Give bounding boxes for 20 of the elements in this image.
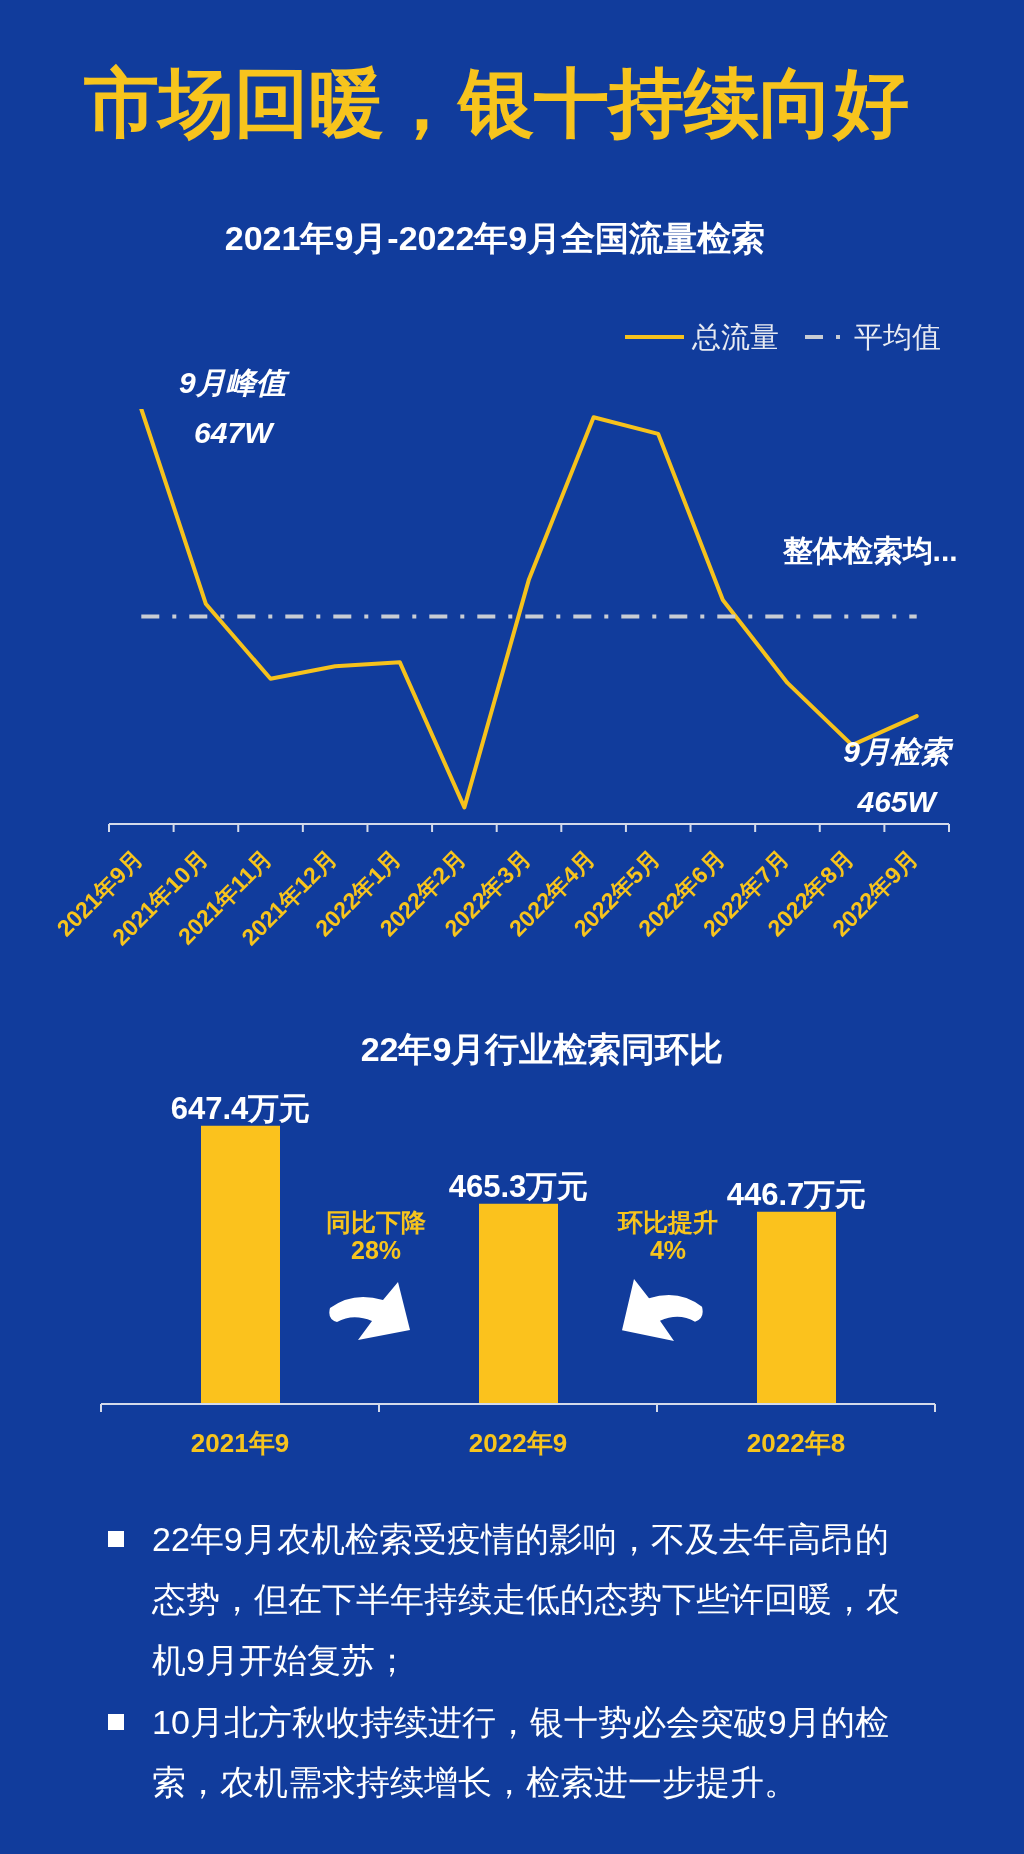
text: 22年9月农机检索受疫情的影响，不及去年高昂的态势，但在下半年持续走低的态势下些许回暖，农机9月开始复苏； (152, 1519, 901, 1681)
chart-subtitle: 2021年9月-2022年9月全国流量检索 (224, 217, 766, 259)
x-tick-label: 2021年9 (190, 1428, 290, 1458)
data-label: 647.4万元 (170, 1090, 311, 1126)
data-label: 465.3万元 (448, 1168, 589, 1204)
x-tick-label: 2022年8 (746, 1428, 846, 1458)
annotation: 647W (194, 415, 273, 451)
annotation: 4% (649, 1235, 687, 1265)
x-tick-label: 2022年9 (468, 1428, 568, 1458)
text: 10月北方秋收持续进行，银十势必会突破9月的检索，农机需求持续增长，检索进一步提升。 (152, 1701, 890, 1803)
legend-label: 平均值 (854, 319, 941, 355)
annotation: 465W (857, 784, 936, 820)
data-label: 446.7万元 (726, 1176, 867, 1212)
chart-title: 市场回暖，银十持续向好 (83, 60, 909, 148)
annotation: 28% (350, 1235, 402, 1265)
annotation: 环比提升 (618, 1207, 718, 1237)
annotation: 同比下降 (326, 1207, 426, 1237)
annotation: 整体检索均... (782, 533, 958, 568)
chart-title: 22年9月行业检索同环比 (360, 1028, 724, 1070)
legend-label: 总流量 (692, 319, 779, 355)
